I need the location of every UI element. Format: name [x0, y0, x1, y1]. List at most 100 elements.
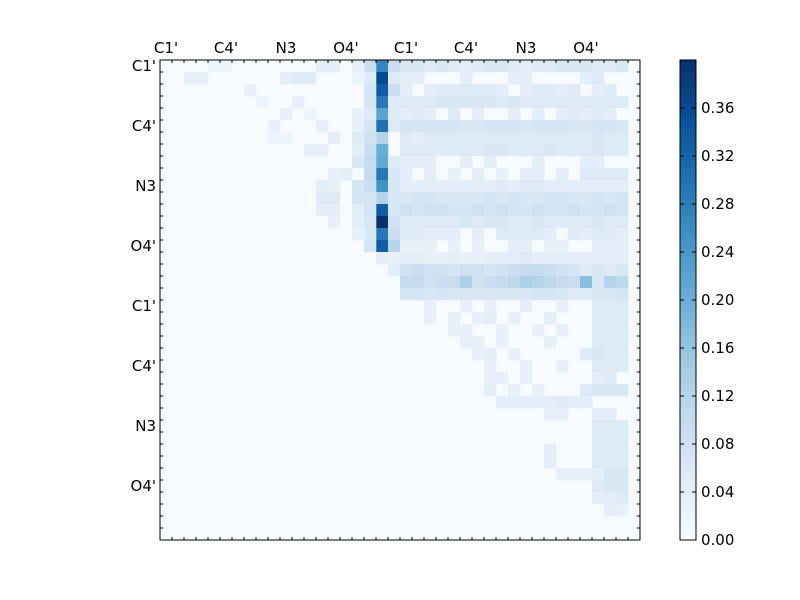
- heatmap-cell: [508, 108, 521, 121]
- heatmap-cell: [520, 144, 533, 157]
- heatmap-cell: [448, 264, 461, 277]
- heatmap-cell: [616, 324, 629, 337]
- heatmap-cell: [364, 216, 377, 229]
- heatmap-cell: [532, 144, 545, 157]
- heatmap-cell: [508, 228, 521, 241]
- heatmap-cell: [616, 492, 629, 505]
- heatmap-cell: [352, 72, 365, 85]
- colorbar-tick-label: 0.00: [701, 531, 734, 549]
- heatmap-cell: [472, 132, 485, 145]
- heatmap-cell: [460, 120, 473, 133]
- heatmap-cell: [472, 288, 485, 301]
- heatmap-cell: [592, 312, 605, 325]
- heatmap-cell: [544, 264, 557, 277]
- heatmap-cell: [412, 276, 425, 289]
- heatmap-cell: [508, 288, 521, 301]
- heatmap-cell: [604, 168, 617, 181]
- heatmap-cell: [556, 180, 569, 193]
- heatmap-cell: [532, 216, 545, 229]
- heatmap-cell: [520, 240, 533, 253]
- heatmap-cell: [436, 84, 449, 97]
- heatmap-cell: [556, 300, 569, 313]
- heatmap-cell: [592, 468, 605, 481]
- heatmap-cell: [496, 168, 509, 181]
- heatmap-cell: [532, 180, 545, 193]
- heatmap-cell: [544, 120, 557, 133]
- heatmap-cell: [484, 216, 497, 229]
- heatmap-cell: [556, 204, 569, 217]
- colorbar-tick-label: 0.08: [701, 435, 734, 453]
- heatmap-cell: [544, 276, 557, 289]
- heatmap-cell: [388, 192, 401, 205]
- heatmap-cell: [592, 192, 605, 205]
- heatmap-cell: [568, 120, 581, 133]
- heatmap-cell: [472, 216, 485, 229]
- heatmap-cell: [292, 96, 305, 109]
- heatmap-cell: [244, 84, 257, 97]
- heatmap-cell: [532, 96, 545, 109]
- heatmap-cell: [604, 372, 617, 385]
- heatmap-cell: [436, 216, 449, 229]
- heatmap-cell: [556, 276, 569, 289]
- heatmap-cell: [592, 216, 605, 229]
- heatmap-cell: [592, 60, 605, 73]
- heatmap-cell: [580, 108, 593, 121]
- heatmap-cell: [496, 120, 509, 133]
- heatmap-cell: [280, 72, 293, 85]
- heatmap-cell: [424, 132, 437, 145]
- heatmap-cell: [460, 276, 473, 289]
- heatmap-cell: [424, 192, 437, 205]
- heatmap-cell: [460, 144, 473, 157]
- heatmap-cell: [400, 96, 413, 109]
- heatmap-cell: [496, 336, 509, 349]
- heatmap-cell: [388, 216, 401, 229]
- heatmap-cell: [484, 288, 497, 301]
- heatmap-cell: [592, 144, 605, 157]
- heatmap-cell: [484, 192, 497, 205]
- heatmap-cell: [424, 204, 437, 217]
- heatmap-cell: [520, 288, 533, 301]
- heatmap-cell: [388, 108, 401, 121]
- heatmap-cell: [592, 360, 605, 373]
- heatmap-cell: [436, 228, 449, 241]
- heatmap-cell: [544, 180, 557, 193]
- heatmap-cell: [580, 276, 593, 289]
- heatmap-cell: [328, 132, 341, 145]
- heatmap-cell: [604, 360, 617, 373]
- heatmap-cell: [508, 192, 521, 205]
- heatmap-cell: [412, 72, 425, 85]
- heatmap-cell: [412, 60, 425, 73]
- heatmap-cell: [328, 204, 341, 217]
- heatmap-cell: [532, 168, 545, 181]
- heatmap-cell: [508, 60, 521, 73]
- heatmap-cell: [316, 144, 329, 157]
- heatmap-cell: [484, 276, 497, 289]
- heatmap-cell: [448, 324, 461, 337]
- heatmap-cell: [400, 288, 413, 301]
- heatmap-cell: [376, 60, 389, 73]
- heatmap-cell: [604, 96, 617, 109]
- heatmap-cell: [556, 360, 569, 373]
- heatmap-cell: [532, 276, 545, 289]
- heatmap-cell: [472, 144, 485, 157]
- heatmap-cell: [616, 384, 629, 397]
- heatmap-cell: [184, 72, 197, 85]
- heatmap-cell: [556, 144, 569, 157]
- heatmap-cell: [424, 60, 437, 73]
- plot-area: C1' C4' N3 O4' C1' C4' N3 O4' C1' C4' N3 O4' C1' C4'…: [131, 39, 641, 541]
- heatmap-cell: [592, 456, 605, 469]
- heatmap-cell: [328, 60, 341, 73]
- heatmap-cell: [556, 216, 569, 229]
- heatmap-cell: [604, 324, 617, 337]
- heatmap-cell: [556, 60, 569, 73]
- heatmap-cell: [352, 120, 365, 133]
- heatmap-cell: [376, 204, 389, 217]
- heatmap-cell: [616, 132, 629, 145]
- heatmap-cell: [460, 84, 473, 97]
- heatmap-cell: [484, 204, 497, 217]
- heatmap-cell: [616, 312, 629, 325]
- heatmap-cell: [460, 264, 473, 277]
- heatmap-cell: [556, 288, 569, 301]
- heatmap-cell: [376, 120, 389, 133]
